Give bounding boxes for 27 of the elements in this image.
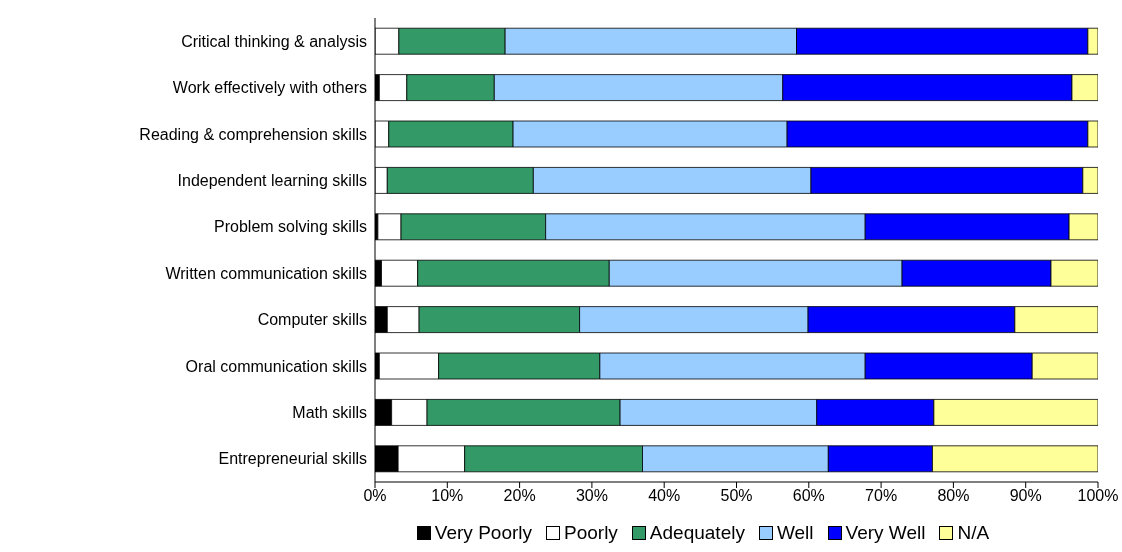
x-tick-label: 70% xyxy=(865,487,898,505)
legend-label: Very Poorly xyxy=(434,522,532,544)
x-tick-label: 10% xyxy=(431,487,464,505)
y-tick-label: Oral communication skills xyxy=(185,357,367,375)
x-tick-label: 50% xyxy=(720,487,753,505)
legend-label: Poorly xyxy=(564,522,618,544)
x-tick-label: 80% xyxy=(937,487,970,505)
y-tick-label: Work effectively with others xyxy=(172,79,367,97)
legend-label: N/A xyxy=(957,522,990,544)
y-tick-label: Math skills xyxy=(292,404,367,422)
y-tick-label: Computer skills xyxy=(257,311,367,329)
legend-label: Adequately xyxy=(649,522,745,544)
x-tick-label: 30% xyxy=(575,487,608,505)
y-tick-label: Written communication skills xyxy=(165,264,367,282)
legend-label: Very Well xyxy=(845,522,926,544)
y-tick-label: Reading & comprehension skills xyxy=(139,125,367,143)
x-tick-label: 60% xyxy=(792,487,825,505)
y-tick-label: Independent learning skills xyxy=(177,172,367,190)
x-tick-label: 100% xyxy=(1077,487,1119,505)
y-tick-label: Problem solving skills xyxy=(214,218,367,236)
legend-label: Well xyxy=(776,522,814,544)
x-tick-label: 40% xyxy=(648,487,681,505)
x-tick-label: 0% xyxy=(363,487,387,505)
x-tick-label: 90% xyxy=(1009,487,1042,505)
y-tick-label: Entrepreneurial skills xyxy=(218,450,367,468)
x-tick-label: 20% xyxy=(503,487,536,505)
y-tick-label: Critical thinking & analysis xyxy=(181,32,367,50)
